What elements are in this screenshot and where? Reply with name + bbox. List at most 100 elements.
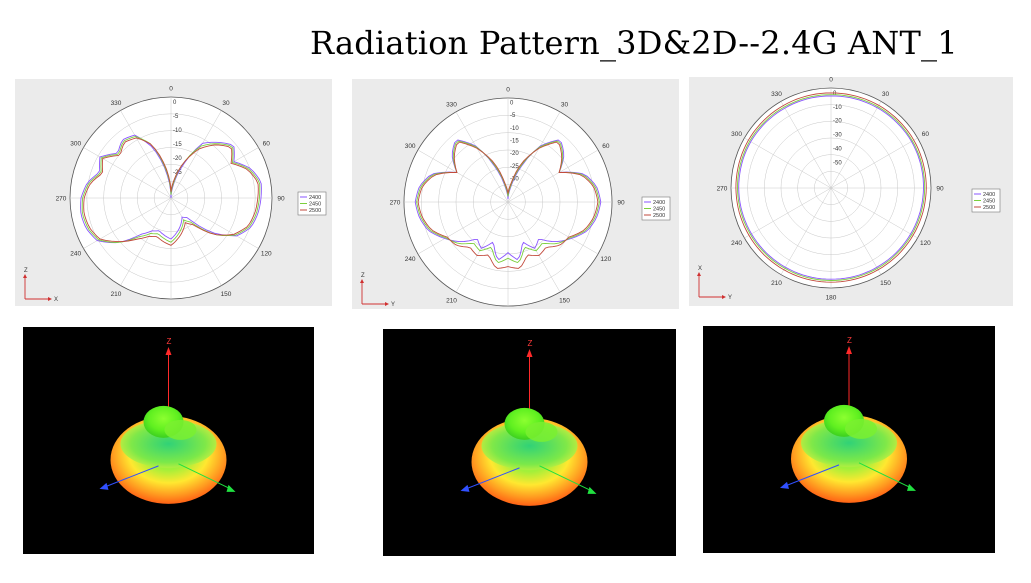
x-axis-arrow — [460, 484, 470, 492]
pattern-3d-svg-3: Z — [780, 336, 916, 503]
polar-grid-spoke — [744, 187, 832, 239]
series-2500-line — [417, 141, 599, 269]
angle-label: 240 — [731, 240, 742, 247]
legend-label: 2500 — [653, 213, 665, 219]
y-axis-arrow — [587, 486, 597, 494]
legend-label: 2400 — [309, 195, 321, 201]
polar-grid-spoke — [83, 197, 172, 249]
angle-label: 90 — [617, 200, 625, 207]
pattern-3d-view-3: Z — [703, 326, 995, 553]
angle-label: 150 — [559, 297, 570, 304]
y-axis-line — [178, 463, 233, 491]
radial-tick-label: -15 — [510, 138, 519, 144]
axis-indicator: ZX — [23, 268, 58, 303]
polar-grid-spoke — [507, 201, 561, 293]
radial-tick-label: -5 — [510, 113, 516, 119]
angle-label: 90 — [277, 196, 285, 203]
angle-label: 30 — [222, 100, 230, 107]
radial-tick-label: -30 — [833, 133, 842, 139]
polar-grid-spoke — [170, 147, 259, 199]
angle-label: 60 — [263, 141, 271, 148]
pattern-side-lobe — [525, 421, 558, 442]
y-axis-arrow — [907, 483, 916, 491]
angle-label: 30 — [882, 91, 890, 98]
z-axis-arrow — [846, 346, 852, 354]
angle-label: 300 — [405, 143, 416, 150]
series-2450-line — [737, 94, 926, 281]
y-axis-arrow — [226, 484, 236, 492]
z-axis-label: Z — [528, 339, 533, 348]
radial-tick-label: -15 — [173, 142, 182, 148]
series-2500-line — [735, 92, 927, 283]
angle-label: 150 — [880, 280, 891, 287]
angle-label: 330 — [111, 100, 122, 107]
pattern-side-lobe — [845, 418, 877, 439]
radial-tick-label: -10 — [510, 126, 519, 132]
axis-label-vertical: Z — [24, 268, 28, 274]
angle-label: 270 — [390, 200, 401, 207]
polar-grid-spoke — [120, 110, 172, 199]
x-axis-line — [102, 465, 159, 489]
series-2400-line — [80, 134, 262, 244]
x-axis-line — [463, 467, 520, 491]
polar-grid-spoke — [830, 137, 918, 189]
angle-label: 0 — [829, 77, 833, 84]
pattern-3d-svg-1: Z — [99, 337, 236, 504]
angle-label: 120 — [920, 240, 931, 247]
radial-tick-label: 0 — [173, 100, 177, 106]
z-axis-arrow — [165, 347, 172, 355]
z-axis-arrow — [526, 349, 533, 357]
axis-label-vertical: Z — [361, 273, 365, 279]
pattern-3d-view-1: Z — [23, 327, 314, 554]
legend-label: 2400 — [983, 192, 995, 198]
polar-grid-spoke — [170, 197, 222, 286]
angle-label: 30 — [561, 102, 569, 109]
angle-label: 120 — [600, 256, 611, 263]
polar-grid-spoke — [780, 101, 832, 189]
radial-tick-label: -20 — [510, 151, 519, 157]
angle-label: 0 — [506, 87, 510, 94]
polar-grid-spoke — [170, 110, 222, 199]
z-axis-label: Z — [167, 337, 172, 346]
x-axis-arrow — [99, 482, 109, 490]
axis-indicator: XY — [697, 266, 732, 301]
angle-label: 0 — [169, 86, 173, 93]
radial-tick-label: -10 — [173, 128, 182, 134]
polar-grid-spoke — [120, 197, 172, 286]
angle-label: 300 — [731, 131, 742, 138]
legend-label: 2500 — [309, 208, 321, 214]
angle-label: 120 — [261, 251, 272, 258]
radial-tick-label: 0 — [833, 91, 837, 97]
radial-tick-label: -5 — [173, 114, 179, 120]
polar-grid-spoke — [780, 187, 832, 275]
polar-grid-spoke — [417, 201, 509, 255]
radial-tick-label: -50 — [833, 160, 842, 166]
polar-grid-spoke — [507, 201, 599, 255]
polar-panel-yz: 0-5-10-15-20-25-300306090120150180210240… — [352, 79, 679, 309]
polar-grid-spoke — [170, 197, 259, 249]
axis-label-horizontal: Y — [728, 295, 732, 301]
angle-label: 60 — [922, 131, 930, 138]
polar-grid-spoke — [455, 201, 509, 293]
angle-label: 300 — [70, 141, 81, 148]
polar-chart-xy: 0 -10 -20 -30 -40 -50 0 30 60 90 120 150 180 210 240 27… — [697, 77, 1001, 302]
polar-panel-xz: 0-5-10-15-20-250306090120150180210240270… — [15, 79, 332, 306]
polar-grid-spoke — [507, 111, 561, 203]
radial-tick-label: -40 — [833, 146, 842, 152]
angle-label: 180 — [166, 306, 177, 307]
z-axis-label: Z — [847, 336, 852, 345]
angle-label: 90 — [936, 186, 944, 193]
legend-label: 2450 — [653, 207, 665, 213]
polar-grid-spoke — [507, 149, 599, 203]
legend-label: 2450 — [309, 202, 321, 208]
angle-label: 210 — [446, 297, 457, 304]
polar-chart-xz: 0-5-10-15-20-250306090120150180210240270… — [23, 86, 327, 307]
series-2500-line — [83, 137, 259, 246]
radial-tick-label: 0 — [510, 100, 514, 106]
angle-label: 210 — [771, 280, 782, 287]
angle-label: 240 — [405, 256, 416, 263]
angle-label: 210 — [111, 291, 122, 298]
angle-label: 150 — [221, 291, 232, 298]
